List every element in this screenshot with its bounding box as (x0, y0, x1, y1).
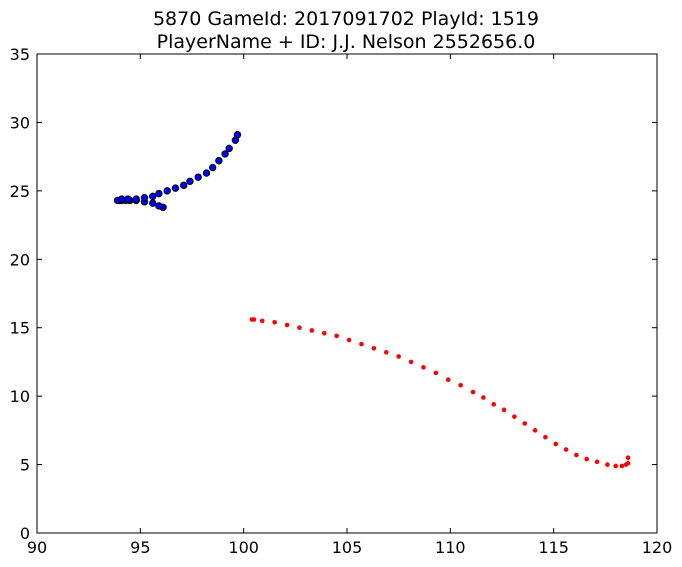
series-0-point-21 (202, 169, 211, 177)
y-tick-label-3: 15 (10, 319, 30, 338)
series-1-point-29 (584, 456, 590, 462)
series-1-point-1 (259, 318, 265, 324)
series-1-point-12 (396, 354, 401, 359)
series-layer (113, 131, 631, 469)
series-1-point-19 (481, 395, 486, 400)
series-1-point-20 (491, 402, 497, 407)
series-0-point-15 (155, 189, 163, 198)
series-0-point-1 (155, 202, 163, 210)
series-1-point-5 (309, 328, 315, 333)
series-1-point-7 (334, 333, 339, 339)
y-tick-label-6: 30 (10, 113, 30, 132)
series-0-point-22 (208, 163, 217, 172)
y-tick-label-5: 25 (10, 182, 30, 201)
series-1-point-36 (625, 455, 631, 461)
series-1-point-21 (501, 407, 507, 413)
axes-layer: 90 95 100 105 110 115 120 0 5 10 15 20 25 30 35 (10, 45, 673, 557)
series-0-point-17 (171, 184, 180, 192)
series-1-point-28 (574, 452, 579, 458)
series-1-point-13 (408, 359, 414, 365)
series-1-point-10 (371, 345, 377, 351)
series-1-point-22 (512, 414, 517, 419)
series-0-point-16 (163, 187, 171, 195)
series-0-point-14 (149, 192, 157, 201)
series-1-point-37 (249, 317, 255, 322)
series-1-point-23 (522, 421, 528, 426)
series-1-point-26 (553, 441, 559, 447)
x-tick-label-2: 100 (228, 538, 259, 557)
chart-title: 5870 GameId: 2017091702 PlayId: 1519 (153, 8, 539, 30)
series-0-point-18 (180, 181, 188, 190)
series-1-point-35 (625, 460, 631, 466)
x-tick-label-1: 95 (130, 538, 150, 557)
series-1-point-16 (445, 377, 451, 383)
y-tick-label-1: 5 (20, 456, 30, 475)
x-tick-label-0: 90 (27, 538, 47, 557)
series-1-point-15 (433, 370, 439, 376)
series-1-point-24 (532, 428, 538, 433)
series-0-point-20 (194, 173, 202, 181)
series-1-point-18 (470, 389, 476, 395)
series-0-point-19 (186, 177, 194, 185)
series-1-point-31 (605, 462, 610, 467)
x-tick-label-6: 120 (642, 538, 673, 557)
series-0-point-25 (225, 144, 233, 153)
series-0-point-11 (124, 195, 132, 203)
series-1-point-6 (321, 330, 327, 336)
chart-subtitle: PlayerName + ID: J.J. Nelson 2552656.0 (157, 31, 536, 53)
series-1-point-25 (543, 434, 548, 440)
series-0-point-24 (221, 150, 229, 158)
series-1-point-4 (297, 325, 302, 331)
series-1-point-3 (284, 322, 290, 328)
series-1-point-33 (619, 463, 625, 469)
y-tick-label-0: 0 (20, 524, 30, 543)
y-tick-label-4: 20 (10, 250, 30, 269)
series-1-point-32 (613, 463, 618, 469)
series-0-point-13 (140, 194, 149, 202)
series-0-point-10 (118, 195, 126, 203)
series-1-point-2 (272, 319, 277, 325)
x-tick-label-4: 110 (435, 538, 466, 557)
series-1-point-14 (421, 365, 426, 370)
y-tick-label-2: 10 (10, 387, 30, 406)
series-1-point-8 (346, 337, 352, 343)
x-tick-label-3: 105 (332, 538, 363, 557)
series-0-point-2 (149, 199, 157, 207)
series-1 (249, 317, 631, 469)
series-0-point-12 (132, 195, 140, 203)
series-0-point-27 (233, 131, 242, 139)
x-tick-label-5: 115 (538, 538, 569, 557)
series-0 (113, 131, 242, 211)
series-1-point-27 (563, 447, 569, 452)
series-1-point-17 (458, 382, 463, 388)
series-1-point-9 (359, 341, 364, 347)
series-1-point-11 (383, 350, 389, 355)
series-0-point-23 (215, 157, 223, 165)
series-1-point-30 (594, 459, 600, 465)
y-tick-label-7: 35 (10, 45, 30, 64)
